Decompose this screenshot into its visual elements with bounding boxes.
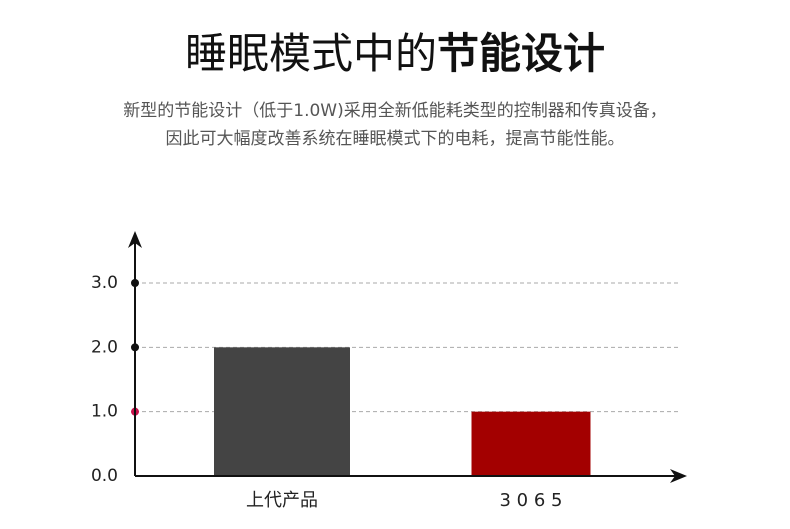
subtitle-line: 新型的节能设计（低于1.0W)采用全新低能耗类型的控制器和传真设备，	[123, 101, 666, 121]
y-tick-label: 3.0	[91, 273, 118, 293]
y-axis-arrow	[128, 231, 142, 248]
bar	[214, 347, 350, 476]
x-tick-label: 3 0 6 5	[500, 490, 563, 511]
chart: 0.0 1.0 2.0 3.0 上代产品 3 0 6 5	[91, 273, 678, 511]
bar	[471, 411, 591, 476]
title-bold: 节能设计	[437, 29, 605, 78]
subtitle-line: 因此可大幅度改善系统在睡眠模式下的电耗，提高节能性能。	[166, 129, 625, 149]
y-tick-label: 0.0	[91, 466, 118, 486]
title-regular: 睡眠模式中的	[185, 29, 437, 78]
x-tick-label: 上代产品	[246, 490, 318, 511]
y-tick-label: 2.0	[91, 337, 118, 357]
x-axis-arrow	[670, 469, 687, 483]
title: 睡眠模式中的节能设计	[185, 29, 605, 78]
y-tick-label: 1.0	[91, 402, 118, 422]
